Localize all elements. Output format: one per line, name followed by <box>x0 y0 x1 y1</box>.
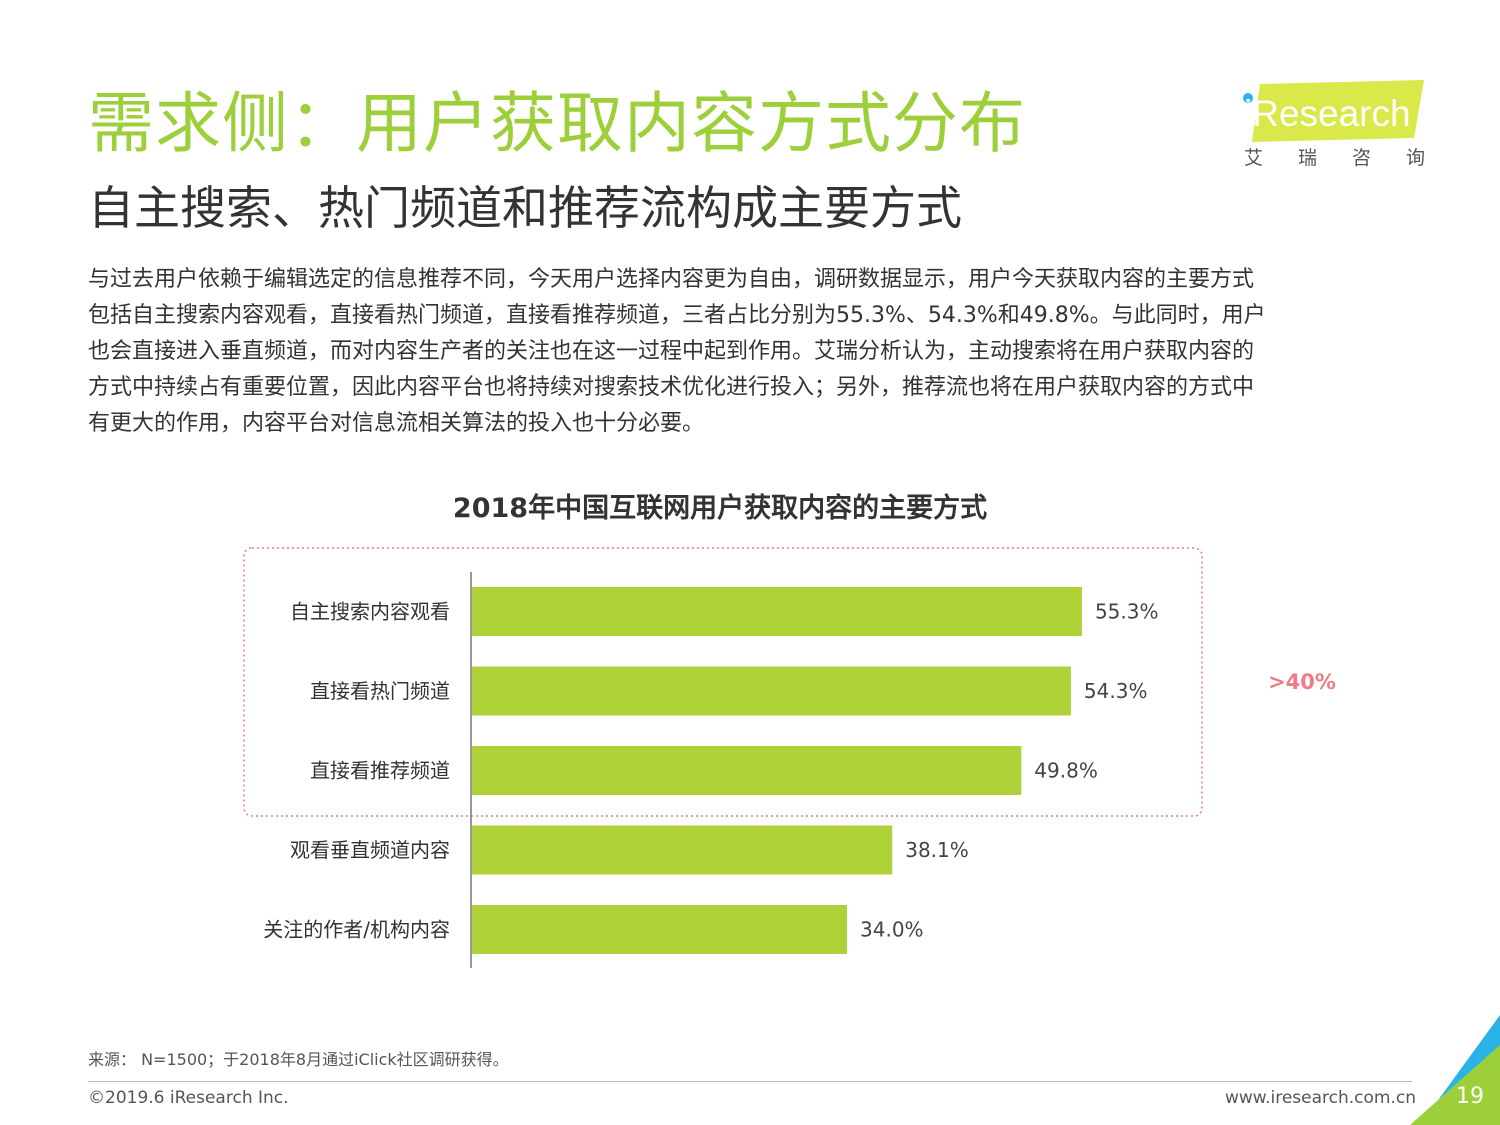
bar-2 <box>472 666 1071 716</box>
category-label-2: 直接看热门频道 <box>310 679 450 703</box>
bar-3 <box>472 746 1022 795</box>
category-label-4: 观看垂直频道内容 <box>290 838 450 862</box>
page-subtitle: 自主搜索、热门频道和推荐流构成主要方式 <box>88 181 962 235</box>
body-line-1: 与过去用户依赖于编辑选定的信息推荐不同，今天用户选择内容更为自由，调研数据显示，… <box>88 267 1255 292</box>
value-label-5: 34.0% <box>860 918 924 942</box>
page-title: 需求侧：用户获取内容方式分布 <box>88 85 1026 162</box>
value-label-1: 55.3% <box>1095 600 1159 624</box>
logo-char-3: 咨 <box>1352 147 1371 169</box>
corner-green-triangle <box>1410 1045 1500 1125</box>
logo-banner <box>1252 80 1424 142</box>
category-label-3: 直接看推荐频道 <box>310 759 450 783</box>
value-label-2: 54.3% <box>1084 679 1148 703</box>
page-number: 19 <box>1456 1084 1484 1109</box>
bar-5 <box>472 905 848 954</box>
bar-1 <box>472 587 1082 636</box>
body-line-4: 方式中持续占有重要位置，因此内容平台也将持续对搜索技术优化进行投入；另外，推荐流… <box>88 375 1255 400</box>
iresearch-logo: iResearch 艾 瑞 咨 询 <box>1243 80 1425 169</box>
category-label-1: 自主搜索内容观看 <box>290 600 450 624</box>
corner-decoration <box>1410 1015 1500 1125</box>
website-link[interactable]: www.iresearch.com.cn <box>1224 1088 1416 1108</box>
footer-divider <box>88 1081 1412 1082</box>
value-label-4: 38.1% <box>905 838 969 862</box>
corner-blue-triangle <box>1420 1015 1500 1125</box>
value-label-3: 49.8% <box>1034 759 1098 783</box>
body-line-3: 也会直接进入垂直频道，而对内容生产者的关注也在这一过程中起到作用。艾瑞分析认为，… <box>88 339 1255 364</box>
body-line-5: 有更大的作用，内容平台对信息流相关算法的投入也十分必要。 <box>88 411 705 436</box>
bar-4 <box>472 825 893 875</box>
body-paragraph: 与过去用户依赖于编辑选定的信息推荐不同，今天用户选择内容更为自由，调研数据显示，… <box>88 262 1418 442</box>
chart-title: 2018年中国互联网用户获取内容的主要方式 <box>452 493 988 524</box>
logo-dot <box>1243 93 1253 103</box>
logo-char-1: 艾 <box>1244 147 1263 169</box>
highlight-box <box>243 547 1203 817</box>
highlight-annotation: >40% <box>1268 670 1336 694</box>
body-line-2: 包括自主搜索内容观看，直接看热门频道，直接看推荐频道，三者占比分别为55.3%、… <box>88 303 1266 328</box>
source-note: 来源： N=1500；于2018年8月通过iClick社区调研获得。 <box>88 1050 509 1069</box>
logo-brand: iResearch <box>1244 93 1411 134</box>
logo-char-2: 瑞 <box>1298 147 1317 169</box>
logo-char-4: 询 <box>1406 147 1425 169</box>
copyright: ©2019.6 iResearch Inc. <box>88 1088 289 1108</box>
category-label-5: 关注的作者/机构内容 <box>263 918 450 942</box>
